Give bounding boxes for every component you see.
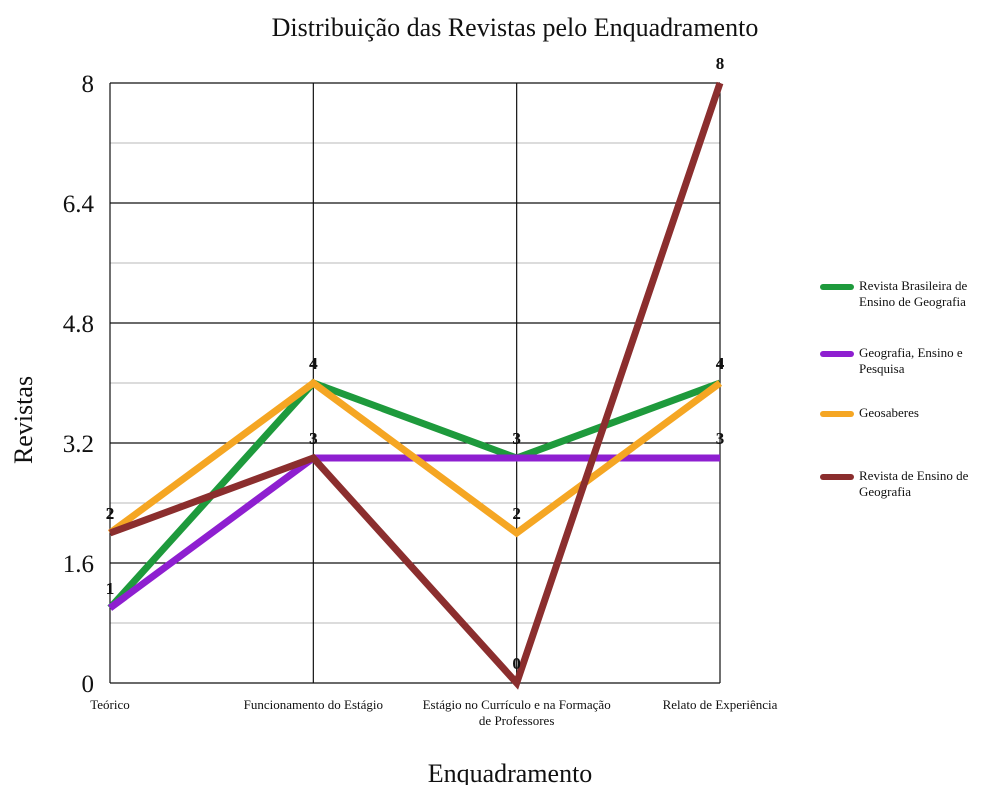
legend-label: Revista de Ensino de Geografia <box>859 468 969 499</box>
data-label: 2 <box>106 504 115 523</box>
legend-label: Revista Brasileira de Ensino de Geografi… <box>859 278 968 309</box>
y-tick-label: 3.2 <box>63 431 94 458</box>
x-tick-label: Funcionamento do Estágio <box>243 697 384 712</box>
y-tick-label: 4.8 <box>63 311 94 338</box>
data-label: 4 <box>716 354 725 373</box>
data-label: 0 <box>512 654 521 673</box>
legend-swatch <box>820 284 854 290</box>
legend-swatch <box>820 411 854 417</box>
y-tick-label: 6.4 <box>63 191 95 218</box>
series-line <box>107 378 723 538</box>
x-axis-label: Enquadramento <box>428 759 593 785</box>
data-label: 2 <box>512 504 521 523</box>
legend-swatch <box>820 351 854 357</box>
data-label: 3 <box>512 429 521 448</box>
data-label: 3 <box>309 429 318 448</box>
x-tick-label: Relato de Experiência <box>662 697 778 712</box>
y-tick-label: 0 <box>82 671 95 698</box>
data-label: 4 <box>309 354 318 373</box>
series-line <box>108 81 724 690</box>
y-tick-label: 8 <box>82 71 95 98</box>
legend-label: Geosaberes <box>859 405 919 420</box>
x-tick-label: Estágio no Currículo e na Formação de Pr… <box>422 697 611 728</box>
chart-title: Distribuição das Revistas pelo Enquadram… <box>272 13 759 42</box>
data-label: 3 <box>716 429 725 448</box>
series-line <box>107 454 720 611</box>
data-label: 1 <box>106 579 115 598</box>
x-tick-label: Teórico <box>90 697 130 712</box>
data-label: 1 <box>106 579 115 598</box>
data-label: 3 <box>309 429 318 448</box>
y-tick-label: 1.6 <box>63 551 94 578</box>
data-label: 2 <box>106 504 115 523</box>
data-label: 3 <box>512 429 521 448</box>
legend-label: Geografia, Ensino e Pesquisa <box>859 345 963 376</box>
y-axis-label: Revistas <box>9 376 38 464</box>
legend-swatch <box>820 474 854 480</box>
data-label: 8 <box>716 54 725 73</box>
data-label: 4 <box>716 354 725 373</box>
data-label: 4 <box>309 354 318 373</box>
